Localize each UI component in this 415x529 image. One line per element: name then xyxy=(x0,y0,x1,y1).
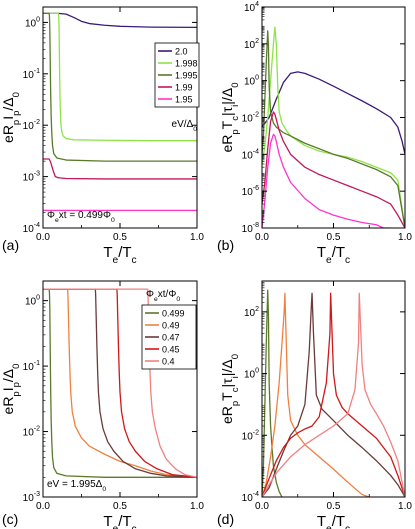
chart-b: 0.0 0.5 1.0 10-8 10-6 10-4 10-2 100 102 104 Te/Tc e… xyxy=(219,1,412,266)
legend-title: eV/Δ0 xyxy=(172,119,198,133)
y-tick-label: 10-1 xyxy=(23,68,40,81)
y-axis-label: eRpIp/Δ0 xyxy=(0,92,22,143)
y-tick-label: 100 xyxy=(244,368,259,381)
y-tick-label: 100 xyxy=(244,75,259,88)
x-tick-label: 1.0 xyxy=(190,232,204,243)
series-line-0.47 xyxy=(262,292,405,497)
series-line-0.4 xyxy=(262,292,405,497)
x-tick-label: 0.0 xyxy=(36,501,50,512)
panel-label-a: (a) xyxy=(2,237,19,253)
series-line-1.95 xyxy=(262,133,391,228)
series-line-0.49 xyxy=(43,288,197,478)
chart-c: 0.0 0.5 1.0 10-3 10-2 10-1 100 Te/Tc eRpIp/Δ0 eV … xyxy=(0,280,204,529)
x-tick-label: 0.0 xyxy=(255,501,269,512)
y-tick-label: 10-2 xyxy=(23,119,40,132)
series-line-0.4 xyxy=(43,288,197,478)
series-line-2.0 xyxy=(43,12,197,29)
y-tick-label: 100 xyxy=(25,295,40,308)
x-tick-label: 0.5 xyxy=(113,501,127,512)
y-tick-label: 100 xyxy=(25,16,40,29)
y-axis-label: eRpTc|τi|/Δ0 xyxy=(219,354,241,424)
series-line-1.995 xyxy=(262,30,405,228)
y-tick-label: 10-3 xyxy=(23,491,40,504)
x-axis-label: Te/Tc xyxy=(317,513,350,529)
x-tick-label: 1.0 xyxy=(190,501,204,512)
series-line-1.995 xyxy=(43,12,197,162)
series-line-0.45 xyxy=(262,292,405,497)
chart-a: 0.0 0.5 1.0 10-4 10-3 10-2 10-1 100 Te/Tc eRpIp/Δ… xyxy=(0,6,204,266)
series-line-0.499 xyxy=(262,289,288,497)
legend-entry: 0.49 xyxy=(162,321,180,331)
series-line-1.998 xyxy=(262,26,405,228)
annotation-text: Φext = 0.499Φ0 xyxy=(47,210,115,224)
series-line-0.49 xyxy=(262,292,370,497)
legend-title: Φext/Φ0 xyxy=(146,289,180,303)
series-line-1.99 xyxy=(262,111,405,228)
y-tick-label: 104 xyxy=(244,1,259,14)
y-tick-label: 10-3 xyxy=(23,171,40,184)
x-axis-label: Te/Tc xyxy=(317,244,350,266)
y-tick-label: 10-4 xyxy=(242,491,259,504)
y-tick-label: 10-2 xyxy=(242,112,259,125)
plot-frame xyxy=(261,6,406,229)
x-tick-label: 0.0 xyxy=(255,232,269,243)
y-axis-label: eRpIp/Δ0 xyxy=(0,364,22,415)
y-tick-label: 10-2 xyxy=(242,429,259,442)
x-tick-label: 1.0 xyxy=(398,501,412,512)
legend-entry: 2.0 xyxy=(175,47,188,57)
series-line-0.499 xyxy=(43,288,197,478)
x-tick-label: 0.0 xyxy=(36,232,50,243)
series-line-2.0 xyxy=(262,71,405,155)
legend-entry: 0.499 xyxy=(162,309,185,319)
legend-entry: 1.99 xyxy=(175,83,193,93)
x-tick-label: 1.0 xyxy=(398,232,412,243)
series-group xyxy=(43,12,197,212)
series-group xyxy=(262,26,405,228)
y-tick-label: 10-2 xyxy=(23,426,40,439)
y-tick-label: 10-4 xyxy=(242,148,259,161)
legend-entry: 0.4 xyxy=(162,357,175,367)
y-axis-label: eRpTc|τi|/Δ0 xyxy=(219,82,241,152)
legend-entry: 0.47 xyxy=(162,333,180,343)
y-tick-label: 10-8 xyxy=(242,222,259,235)
legend-entry: 0.45 xyxy=(162,345,180,355)
annotation-text: eV = 1.995Δ0 xyxy=(47,479,106,493)
series-line-0.47 xyxy=(43,288,197,478)
y-tick-label: 10-4 xyxy=(23,222,40,235)
series-group xyxy=(262,289,405,497)
series-line-1.99 xyxy=(43,158,197,180)
x-axis-label: Te/Tc xyxy=(103,244,136,266)
panel-label-c: (c) xyxy=(2,511,18,527)
legend-entry: 1.95 xyxy=(175,95,193,105)
y-tick-label: 10-6 xyxy=(242,185,259,198)
panel-label-b: (b) xyxy=(217,237,234,253)
x-tick-label: 0.5 xyxy=(113,232,127,243)
x-tick-label: 0.5 xyxy=(327,232,341,243)
chart-d: 0.0 0.5 1.0 10-4 10-2 100 102 Te/Tc eRpTc|τi|/Δ0 xyxy=(219,280,412,529)
y-tick-label: 10-1 xyxy=(23,360,40,373)
legend-entry: 1.995 xyxy=(175,71,198,81)
series-line-0.45 xyxy=(43,288,197,478)
legend-entry: 1.998 xyxy=(175,59,198,69)
x-tick-label: 0.5 xyxy=(327,501,341,512)
plot-frame xyxy=(42,6,198,229)
y-tick-label: 102 xyxy=(244,38,259,51)
x-axis-label: Te/Tc xyxy=(103,513,136,529)
series-line-1.998 xyxy=(43,12,197,142)
panel-label-d: (d) xyxy=(217,511,234,527)
y-tick-label: 102 xyxy=(244,306,259,319)
series-group xyxy=(43,288,197,478)
